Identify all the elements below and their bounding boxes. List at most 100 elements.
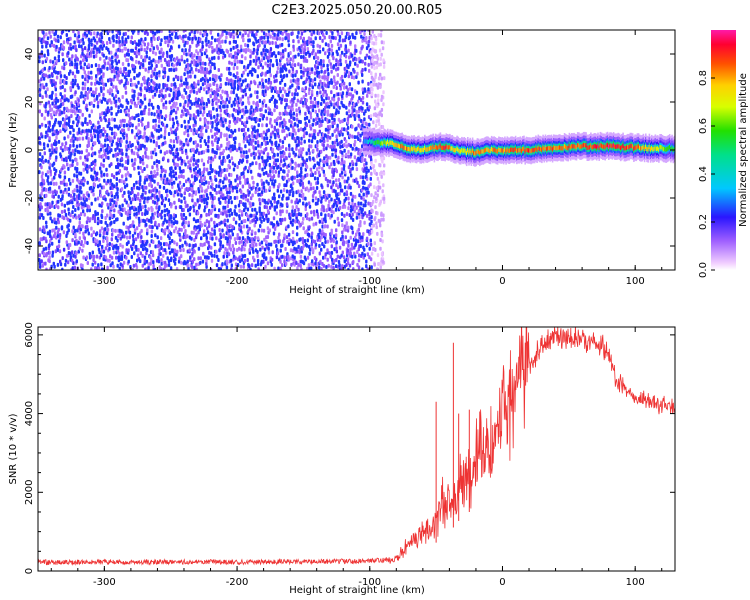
noise-cell xyxy=(201,66,204,71)
noise-cell xyxy=(175,176,178,181)
noise-cell xyxy=(102,92,105,97)
noise-cell xyxy=(170,30,173,33)
noise-cell xyxy=(123,190,126,195)
noise-cell xyxy=(281,31,284,36)
noise-cell xyxy=(218,228,221,232)
noise-cell xyxy=(154,220,157,225)
noise-cell xyxy=(295,102,298,107)
noise-cell xyxy=(172,121,175,126)
noise-cell xyxy=(164,140,167,145)
noise-cell xyxy=(231,243,234,248)
noise-cell xyxy=(332,202,336,207)
noise-cell xyxy=(250,152,253,157)
noise-cell xyxy=(291,236,295,241)
noise-cell xyxy=(279,167,282,172)
noise-cell xyxy=(155,44,159,49)
noise-cell xyxy=(172,180,176,185)
noise-cell xyxy=(69,218,72,223)
noise-cell xyxy=(115,255,118,260)
noise-cell xyxy=(165,263,168,268)
noise-cell xyxy=(139,159,142,164)
noise-cell xyxy=(69,193,73,198)
noise-cell xyxy=(42,85,46,90)
noise-cell xyxy=(250,105,253,110)
noise-cell xyxy=(227,140,231,145)
noise-cell xyxy=(171,239,174,243)
noise-cell xyxy=(75,174,79,179)
noise-cell xyxy=(239,97,243,102)
noise-cell xyxy=(86,157,89,162)
noise-cell xyxy=(323,30,326,32)
noise-cell xyxy=(272,30,276,32)
noise-cell xyxy=(130,186,134,191)
noise-cell xyxy=(107,155,110,160)
noise-cell xyxy=(304,111,307,116)
noise-cell xyxy=(145,88,149,93)
noise-cell xyxy=(295,198,298,202)
noise-cell xyxy=(305,98,308,103)
noise-cell xyxy=(158,94,161,98)
noise-cell xyxy=(185,52,188,57)
noise-cell xyxy=(186,58,189,63)
noise-cell xyxy=(297,62,300,67)
noise-cell xyxy=(287,177,291,182)
noise-cell xyxy=(158,70,161,75)
noise-cell xyxy=(159,42,162,47)
noise-cell xyxy=(65,76,68,80)
noise-cell xyxy=(128,116,132,121)
noise-cell xyxy=(260,211,263,216)
noise-cell xyxy=(188,94,191,98)
noise-cell xyxy=(131,115,134,120)
noise-cell xyxy=(137,80,140,85)
noise-cell xyxy=(90,75,93,80)
noise-cell xyxy=(263,99,266,103)
noise-cell xyxy=(293,136,296,141)
noise-cell xyxy=(173,240,176,245)
noise-cell xyxy=(112,213,116,218)
noise-cell xyxy=(166,180,169,185)
noise-cell xyxy=(80,44,83,49)
noise-cell xyxy=(127,113,130,118)
noise-cell xyxy=(311,108,315,113)
noise-cell xyxy=(246,224,249,229)
noise-cell xyxy=(300,166,303,171)
noise-cell xyxy=(100,226,104,231)
noise-cell xyxy=(203,242,206,247)
noise-cell xyxy=(150,216,153,221)
noise-cell xyxy=(242,224,246,229)
noise-cell xyxy=(183,119,186,124)
noise-cell xyxy=(111,117,114,122)
noise-cell xyxy=(199,31,202,36)
noise-cell xyxy=(129,78,133,83)
noise-cell xyxy=(84,120,87,125)
noise-cell xyxy=(269,73,272,78)
noise-cell xyxy=(48,120,51,125)
noise-cell xyxy=(69,181,72,186)
noise-cell xyxy=(215,223,219,228)
noise-cell xyxy=(264,200,267,205)
noise-cell xyxy=(225,187,228,192)
noise-cell xyxy=(264,188,268,193)
noise-cell xyxy=(100,170,103,175)
noise-cell xyxy=(254,81,257,86)
noise-cell xyxy=(322,205,325,210)
noise-cell xyxy=(116,152,120,157)
noise-cell xyxy=(48,104,52,109)
noise-cell xyxy=(145,222,148,227)
noise-cell xyxy=(256,254,259,258)
noise-cell xyxy=(306,238,309,243)
noise-cell xyxy=(57,39,60,43)
noise-cell xyxy=(116,194,119,199)
noise-cell xyxy=(207,220,211,225)
noise-cell xyxy=(99,147,103,152)
noise-cell xyxy=(143,255,147,260)
noise-cell xyxy=(44,208,47,212)
noise-cell xyxy=(225,168,229,172)
noise-cell xyxy=(40,77,43,82)
noise-cell xyxy=(175,31,178,36)
noise-cell xyxy=(157,255,160,260)
noise-cell xyxy=(111,92,114,97)
noise-cell xyxy=(129,173,132,178)
noise-cell xyxy=(275,244,278,248)
noise-cell xyxy=(133,251,136,256)
